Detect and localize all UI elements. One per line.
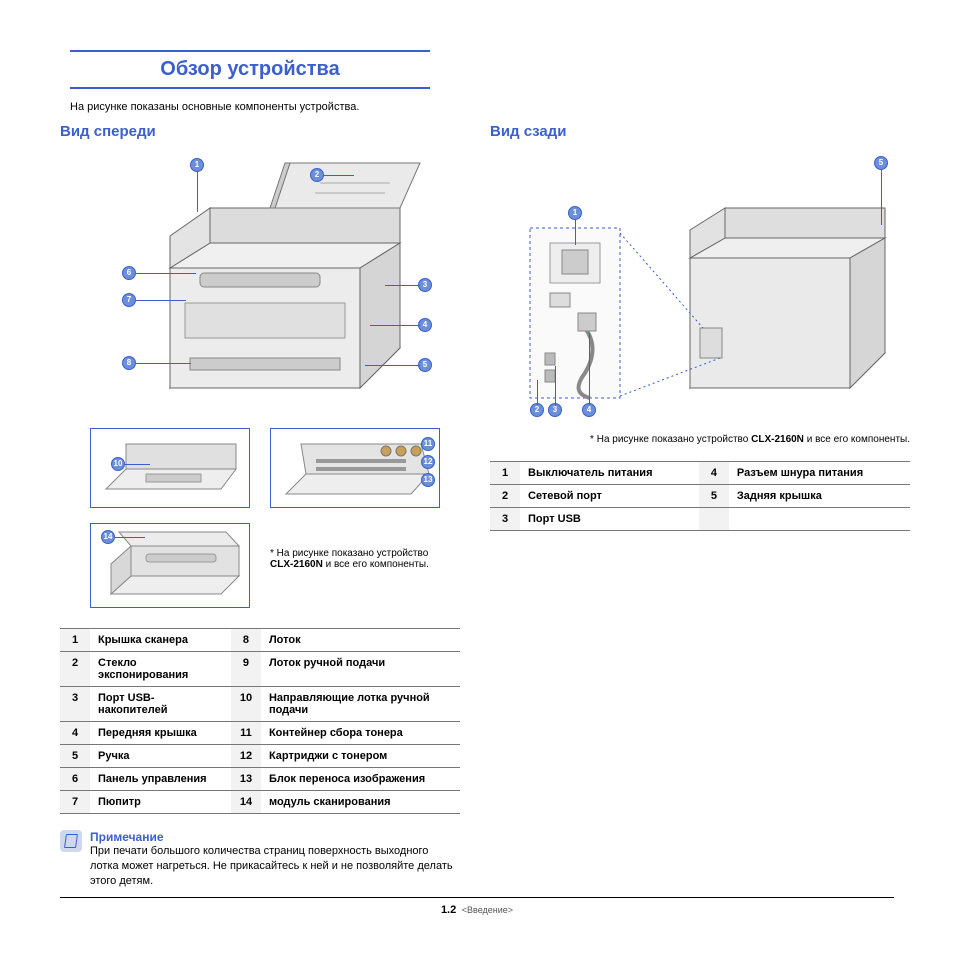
printer-front-svg	[60, 148, 460, 428]
table-row: 6Панель управления13Блок переноса изобра…	[60, 768, 460, 791]
note-text: При печати большого количества страниц п…	[90, 844, 460, 889]
table-row: 1Выключатель питания4Разъем шнура питани…	[490, 462, 910, 485]
callout-5: 5	[418, 358, 432, 372]
printer-rear-svg	[490, 148, 910, 428]
front-caption: * На рисунке показано устройство CLX-216…	[270, 548, 450, 570]
table-row: 5Ручка12Картриджи с тонером	[60, 745, 460, 768]
rear-caption: * На рисунке показано устройство CLX-216…	[490, 434, 910, 445]
note-title: Примечание	[90, 830, 460, 844]
page-title: Обзор устройства	[70, 50, 430, 89]
table-row: 7Пюпитр14модуль сканирования	[60, 791, 460, 814]
callout-r1: 1	[568, 206, 582, 220]
table-row: 2Сетевой порт5Задняя крышка	[490, 485, 910, 508]
front-view-heading: Вид спереди	[60, 123, 460, 140]
callout-10: 10	[111, 457, 125, 471]
callout-r2: 2	[530, 403, 544, 417]
callout-11: 11	[421, 437, 435, 451]
callout-2: 2	[310, 168, 324, 182]
callout-r5: 5	[874, 156, 888, 170]
rear-view-figure: 1 2 3 4 5	[490, 148, 910, 428]
callout-1: 1	[190, 158, 204, 172]
page-footer: 1.2 <Введение>	[60, 897, 894, 916]
front-view-figure: 1 2 3 4 5 6 7 8	[60, 148, 460, 428]
callout-8: 8	[122, 356, 136, 370]
front-view-details: 10 11 12 13	[60, 428, 460, 618]
table-row: 4Передняя крышка11Контейнер сбора тонера	[60, 722, 460, 745]
table-row: 3Порт USB-накопителей10Направляющие лотк…	[60, 687, 460, 722]
detail-cartridge-svg	[271, 429, 441, 509]
note-icon	[60, 830, 82, 852]
callout-4: 4	[418, 318, 432, 332]
table-row: 3Порт USB	[490, 508, 910, 531]
callout-r4: 4	[582, 403, 596, 417]
note-box: Примечание При печати большого количеств…	[60, 830, 460, 889]
callout-13: 13	[421, 473, 435, 487]
table-row: 1Крышка сканера8Лоток	[60, 629, 460, 652]
callout-3: 3	[418, 278, 432, 292]
intro-text: На рисунке показаны основные компоненты …	[70, 101, 894, 113]
callout-6: 6	[122, 266, 136, 280]
table-row: 2Стекло экспонирования9Лоток ручной пода…	[60, 652, 460, 687]
callout-14: 14	[101, 530, 115, 544]
callout-12: 12	[421, 455, 435, 469]
rear-parts-table: 1Выключатель питания4Разъем шнура питани…	[490, 461, 910, 531]
rear-view-heading: Вид сзади	[490, 123, 910, 140]
callout-7: 7	[122, 293, 136, 307]
front-parts-table: 1Крышка сканера8Лоток2Стекло экспонирова…	[60, 628, 460, 814]
